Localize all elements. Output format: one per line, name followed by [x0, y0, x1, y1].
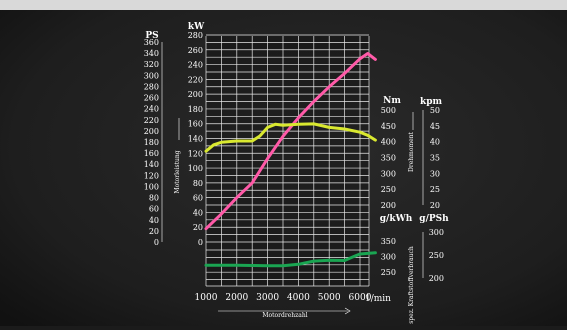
consumption-axis-title: spez. Kraftstoffverbrauch — [408, 246, 415, 324]
ps-axis-unit: PS — [145, 31, 158, 41]
ps-tick-label: 260 — [144, 94, 159, 103]
kw-tick-label: 260 — [188, 46, 203, 55]
power-axis-title: Motorleistung — [174, 150, 181, 193]
nm-tick-label: 500 — [381, 106, 396, 115]
ps-tick-label: 280 — [144, 82, 159, 91]
power-curve — [204, 52, 377, 231]
nm-tick-label: 400 — [381, 138, 396, 147]
kw-tick-label: 60 — [193, 194, 203, 203]
ps-tick-label: 20 — [149, 227, 159, 236]
ps-tick-label: 340 — [144, 49, 159, 58]
nm-tick-label: 300 — [381, 169, 396, 178]
kw-tick-label: 120 — [188, 149, 203, 158]
gpsh-axis-unit: g/PSh — [419, 214, 449, 224]
x-tick-label: 1000 — [195, 293, 218, 303]
ps-tick-label: 160 — [144, 149, 159, 158]
kpm-axis-unit: kpm — [420, 97, 443, 107]
gpsh-tick-label: 300 — [429, 228, 444, 237]
ps-tick-label: 240 — [144, 105, 159, 114]
kw-tick-label: 280 — [188, 31, 203, 40]
kw-tick-label: 220 — [188, 75, 203, 84]
kw-tick-label: 160 — [188, 120, 203, 129]
kw-tick-label: 20 — [193, 223, 203, 232]
series-group — [204, 52, 377, 268]
x-axis-unit: 1/min — [365, 294, 391, 304]
ps-tick-label: 80 — [149, 194, 159, 203]
x-tick-label: 2000 — [225, 293, 248, 303]
ps-tick-label: 40 — [149, 216, 159, 225]
kw-tick-label: 40 — [193, 208, 203, 217]
kw-tick-label: 80 — [193, 179, 203, 188]
gkwh-tick-label: 350 — [381, 237, 396, 246]
kpm-tick-label: 30 — [430, 169, 440, 178]
gkwh-tick-label: 300 — [381, 253, 396, 262]
torque-axis-title: Drehmoment — [408, 131, 415, 172]
ps-tick-label: 300 — [144, 71, 159, 80]
gkwh-tick-label: 250 — [381, 268, 396, 277]
torque-curve — [204, 122, 377, 153]
ps-tick-label: 320 — [144, 60, 159, 69]
ps-tick-label: 220 — [144, 116, 159, 125]
kpm-tick-label: 35 — [430, 154, 440, 163]
top-paper-edge — [0, 0, 567, 10]
kw-tick-label: 200 — [188, 90, 203, 99]
x-tick-label: 5000 — [318, 293, 341, 303]
kw-tick-label: 240 — [188, 61, 203, 70]
x-tick-label: 6000 — [349, 293, 372, 303]
kpm-tick-label: 45 — [430, 122, 440, 131]
nm-axis-unit: Nm — [383, 96, 401, 106]
ps-tick-label: 360 — [144, 38, 159, 47]
kw-axis-unit: kW — [188, 22, 205, 32]
ps-tick-label: 0 — [154, 238, 159, 247]
kpm-tick-label: 40 — [430, 138, 440, 147]
kpm-tick-label: 50 — [430, 106, 440, 115]
kw-tick-label: 0 — [198, 238, 203, 247]
nm-tick-label: 450 — [381, 122, 396, 131]
kw-tick-label: 100 — [188, 164, 203, 173]
x-axis-title: Motordrehzahl — [262, 312, 307, 319]
gkwh-axis-unit: g/kWh — [380, 214, 413, 224]
kpm-tick-label: 25 — [430, 185, 440, 194]
ps-tick-label: 100 — [144, 182, 159, 191]
kw-tick-label: 140 — [188, 135, 203, 144]
x-axis-arrow — [344, 307, 351, 315]
gpsh-tick-label: 200 — [429, 274, 444, 283]
ps-tick-label: 200 — [144, 127, 159, 136]
nm-tick-label: 200 — [381, 201, 396, 210]
ps-tick-label: 180 — [144, 138, 159, 147]
x-tick-label: 3000 — [256, 293, 279, 303]
gpsh-tick-label: 250 — [429, 251, 444, 260]
kpm-tick-label: 20 — [430, 201, 440, 210]
consumption-curve — [204, 251, 377, 268]
axis-labels: PS kW Nm kpm g/kWh g/PSh 1/min Motordreh… — [144, 22, 449, 324]
x-tick-label: 4000 — [287, 293, 310, 303]
kw-tick-label: 180 — [188, 105, 203, 114]
nm-tick-label: 250 — [381, 185, 396, 194]
ps-tick-label: 60 — [149, 205, 159, 214]
nm-tick-label: 350 — [381, 154, 396, 163]
ps-tick-label: 140 — [144, 160, 159, 169]
ps-tick-label: 120 — [144, 171, 159, 180]
